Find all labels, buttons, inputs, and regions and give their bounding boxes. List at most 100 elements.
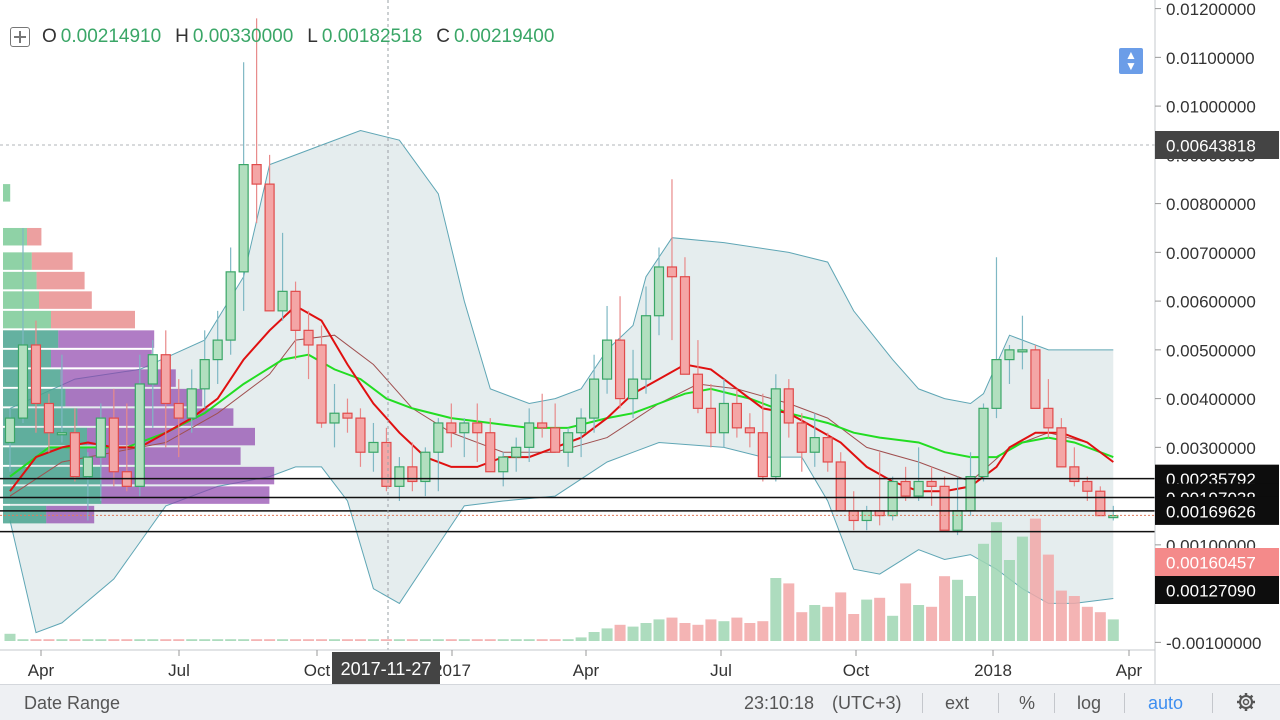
candle — [43, 393, 55, 453]
time-tick-label: Jul — [168, 661, 190, 680]
time-axis[interactable]: Apr Jul Oct 2017 Apr Jul Oct 2018 Apr — [28, 650, 1143, 680]
volume-bar — [770, 578, 782, 641]
crosshair-date-text: 2017-11-27 — [341, 659, 432, 679]
timezone-button[interactable]: (UTC+3) — [832, 693, 902, 713]
candle — [108, 388, 119, 487]
candle — [563, 427, 574, 467]
volume-profile-up-bar — [3, 271, 37, 290]
candle — [368, 422, 379, 472]
volume-profile-row — [3, 184, 11, 202]
candle-body-down — [939, 485, 950, 531]
candle-body-up — [653, 266, 665, 317]
candle — [679, 257, 691, 375]
volume-bar — [316, 639, 328, 641]
candle — [913, 447, 924, 501]
log-button[interactable]: log — [1077, 693, 1102, 713]
candle-body-down — [796, 422, 807, 453]
candle-body-down — [407, 466, 418, 483]
price-tick-label: 0.00500000 — [1166, 341, 1256, 360]
candle-body-down — [1082, 480, 1093, 492]
volume-profile-down-bar — [31, 252, 73, 270]
scroll-to-latest-icon[interactable]: ▲ ▼ — [1119, 48, 1143, 74]
candle-body-up — [17, 344, 29, 419]
candle-body-up — [95, 417, 106, 458]
volume-bar — [69, 639, 81, 641]
candle — [381, 427, 392, 492]
candle — [640, 286, 652, 394]
candle — [900, 466, 911, 501]
volume-bar — [705, 619, 717, 641]
volume-bar — [43, 639, 55, 641]
percent-button[interactable]: % — [1019, 693, 1036, 713]
volume-bar — [679, 623, 691, 641]
volume-bar — [484, 639, 496, 641]
candle-body-up — [433, 422, 444, 453]
date-range-button[interactable]: Date Range — [24, 693, 121, 713]
volume-profile-row — [3, 505, 95, 524]
candle — [30, 320, 42, 433]
volume-profile-down-bar — [27, 227, 42, 246]
price-marker-bg — [1155, 548, 1279, 576]
volume-bar — [329, 639, 340, 641]
volume-bar — [4, 633, 16, 641]
volume-bar — [264, 639, 276, 641]
candle-body-down — [108, 417, 119, 473]
candle — [1030, 344, 1041, 409]
volume-bar — [173, 639, 185, 641]
candle — [173, 379, 184, 458]
candle — [1043, 379, 1054, 438]
candle-body-down — [614, 339, 626, 400]
volume-profile-row — [3, 427, 255, 446]
volume-bar — [341, 639, 353, 641]
crosshair-date-label: 2017-11-27 — [332, 652, 440, 684]
candle-body-down — [69, 432, 81, 478]
volume-profile-down-bar — [60, 369, 176, 387]
divider — [998, 693, 999, 713]
volume-bar — [458, 639, 470, 641]
volume-bar — [160, 639, 172, 641]
candle-body-down — [173, 402, 184, 419]
price-tick-label: 0.00800000 — [1166, 195, 1256, 214]
volume-bar — [225, 639, 237, 641]
crosshair-plus-icon[interactable] — [10, 27, 30, 47]
candle-body-down — [264, 183, 275, 312]
candle-body-up — [459, 422, 470, 434]
candle-body-down — [1095, 490, 1106, 517]
volume-bar — [913, 605, 925, 641]
volume-bar — [627, 626, 639, 641]
candle-body-up — [1017, 349, 1028, 353]
volume-profile-down-bar — [101, 486, 270, 504]
candle-body-up — [511, 446, 522, 458]
candle — [316, 325, 327, 428]
volume-bar — [653, 619, 665, 641]
volume-bar — [990, 522, 1002, 641]
candle-body-down — [1069, 466, 1080, 483]
candle — [653, 247, 665, 336]
volume-bar — [783, 583, 795, 641]
candle — [82, 452, 93, 521]
volume-profile-row — [3, 291, 92, 309]
horizontal-levels[interactable] — [0, 477, 1155, 533]
candle-body-down — [251, 164, 262, 185]
price-chart[interactable]: 0.012000000.011000000.010000000.00900000… — [0, 0, 1280, 684]
gear-icon[interactable] — [1236, 692, 1256, 712]
volume-profile-up-bar — [3, 291, 39, 309]
price-tick-label: 0.01200000 — [1166, 0, 1256, 19]
price-tick-label: 0.01100000 — [1166, 49, 1255, 68]
ext-button[interactable]: ext — [945, 693, 970, 713]
candle — [822, 432, 833, 472]
candle-body-up — [238, 164, 249, 273]
candle-body-up — [134, 383, 145, 487]
candle-body-down — [679, 276, 691, 375]
auto-button[interactable]: auto — [1148, 693, 1184, 713]
volume-bar — [186, 639, 198, 641]
volume-bar — [796, 612, 808, 641]
candle — [783, 379, 794, 438]
volume-bar — [718, 621, 730, 641]
candle — [95, 403, 106, 501]
candle-body-down — [30, 344, 42, 405]
volume-bar — [523, 639, 535, 641]
candle — [69, 408, 81, 482]
candle — [576, 408, 587, 458]
volume-bar — [471, 639, 483, 641]
